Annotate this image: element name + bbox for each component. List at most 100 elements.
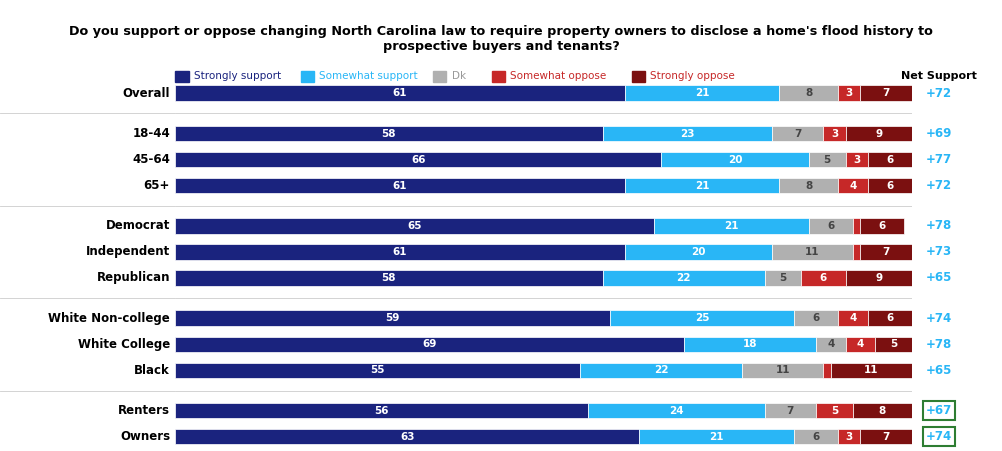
Text: 56: 56 bbox=[375, 405, 389, 416]
Bar bbox=[742, 363, 824, 378]
Bar bbox=[853, 403, 912, 419]
Text: 63: 63 bbox=[400, 432, 415, 442]
Text: 7: 7 bbox=[787, 405, 794, 416]
Bar bbox=[433, 71, 446, 82]
Text: Somewhat oppose: Somewhat oppose bbox=[510, 71, 606, 81]
Bar bbox=[175, 270, 602, 286]
Text: 7: 7 bbox=[883, 247, 890, 257]
Text: 9: 9 bbox=[875, 129, 882, 138]
Text: 7: 7 bbox=[794, 129, 802, 138]
Text: +78: +78 bbox=[926, 338, 952, 351]
Bar bbox=[661, 152, 809, 167]
Bar bbox=[639, 429, 794, 445]
Bar bbox=[624, 178, 780, 193]
Text: 65: 65 bbox=[408, 221, 422, 231]
Text: Do you support or oppose changing North Carolina law to require property owners : Do you support or oppose changing North … bbox=[69, 25, 933, 54]
Bar bbox=[175, 429, 639, 445]
Text: 22: 22 bbox=[654, 365, 668, 375]
Bar bbox=[632, 71, 645, 82]
Text: 18-44: 18-44 bbox=[132, 127, 170, 140]
Bar bbox=[838, 178, 868, 193]
Bar bbox=[846, 152, 868, 167]
Text: 61: 61 bbox=[393, 247, 407, 257]
Text: 6: 6 bbox=[813, 432, 820, 442]
Text: 20: 20 bbox=[691, 247, 705, 257]
Bar bbox=[175, 152, 661, 167]
Text: +72: +72 bbox=[926, 179, 952, 192]
Text: 4: 4 bbox=[827, 339, 835, 350]
Bar bbox=[175, 218, 654, 234]
Bar bbox=[846, 126, 912, 141]
Text: 3: 3 bbox=[846, 432, 853, 442]
Text: Somewhat support: Somewhat support bbox=[319, 71, 418, 81]
Text: +78: +78 bbox=[926, 220, 952, 232]
Text: +65: +65 bbox=[926, 272, 952, 285]
Text: 69: 69 bbox=[422, 339, 437, 350]
Bar bbox=[824, 126, 846, 141]
Text: 5: 5 bbox=[831, 405, 838, 416]
Bar bbox=[588, 403, 765, 419]
Bar bbox=[868, 152, 912, 167]
Text: 8: 8 bbox=[879, 405, 886, 416]
Bar bbox=[624, 244, 772, 260]
Bar bbox=[175, 85, 624, 101]
Text: 3: 3 bbox=[831, 129, 838, 138]
Text: 5: 5 bbox=[824, 155, 831, 165]
Text: 11: 11 bbox=[806, 247, 820, 257]
Text: Owners: Owners bbox=[120, 430, 170, 443]
Text: 6: 6 bbox=[886, 180, 894, 191]
Text: 9: 9 bbox=[875, 273, 882, 283]
Text: 6: 6 bbox=[879, 221, 886, 231]
Bar bbox=[809, 152, 846, 167]
Bar bbox=[846, 336, 875, 352]
Bar bbox=[861, 429, 912, 445]
Text: Net Support: Net Support bbox=[901, 71, 977, 81]
Text: Renters: Renters bbox=[118, 404, 170, 417]
Bar bbox=[794, 310, 838, 326]
Text: 65+: 65+ bbox=[143, 179, 170, 192]
Bar bbox=[816, 403, 853, 419]
Bar bbox=[838, 85, 861, 101]
Text: Dk: Dk bbox=[452, 71, 466, 81]
Text: 8: 8 bbox=[805, 88, 813, 98]
Bar bbox=[772, 244, 853, 260]
Text: 7: 7 bbox=[883, 88, 890, 98]
Bar bbox=[868, 178, 912, 193]
Bar bbox=[580, 363, 742, 378]
Text: 24: 24 bbox=[669, 405, 683, 416]
Text: Strongly oppose: Strongly oppose bbox=[650, 71, 735, 81]
Bar bbox=[765, 270, 802, 286]
Text: +69: +69 bbox=[926, 127, 952, 140]
Text: 22: 22 bbox=[676, 273, 690, 283]
Bar bbox=[301, 71, 314, 82]
Bar bbox=[846, 270, 912, 286]
Text: +74: +74 bbox=[926, 312, 952, 325]
Text: 55: 55 bbox=[371, 365, 385, 375]
Text: 6: 6 bbox=[820, 273, 827, 283]
Text: 8: 8 bbox=[805, 180, 813, 191]
Text: Overall: Overall bbox=[122, 87, 170, 100]
Bar bbox=[624, 85, 780, 101]
Bar bbox=[492, 71, 505, 82]
Bar bbox=[610, 310, 794, 326]
Bar bbox=[780, 178, 838, 193]
Text: 23: 23 bbox=[680, 129, 694, 138]
Text: 4: 4 bbox=[857, 339, 864, 350]
Bar bbox=[175, 336, 683, 352]
Text: 3: 3 bbox=[853, 155, 860, 165]
Text: 59: 59 bbox=[386, 313, 400, 323]
Bar bbox=[802, 270, 846, 286]
Bar bbox=[861, 85, 912, 101]
Bar bbox=[175, 126, 602, 141]
Bar bbox=[794, 429, 838, 445]
Text: +73: +73 bbox=[926, 245, 952, 258]
Bar bbox=[831, 363, 912, 378]
Text: 58: 58 bbox=[382, 129, 396, 138]
Text: 6: 6 bbox=[886, 313, 894, 323]
Text: +77: +77 bbox=[926, 153, 952, 166]
Bar bbox=[175, 178, 624, 193]
Text: 25: 25 bbox=[694, 313, 709, 323]
Text: 6: 6 bbox=[813, 313, 820, 323]
Bar bbox=[868, 310, 912, 326]
Text: 11: 11 bbox=[864, 365, 879, 375]
